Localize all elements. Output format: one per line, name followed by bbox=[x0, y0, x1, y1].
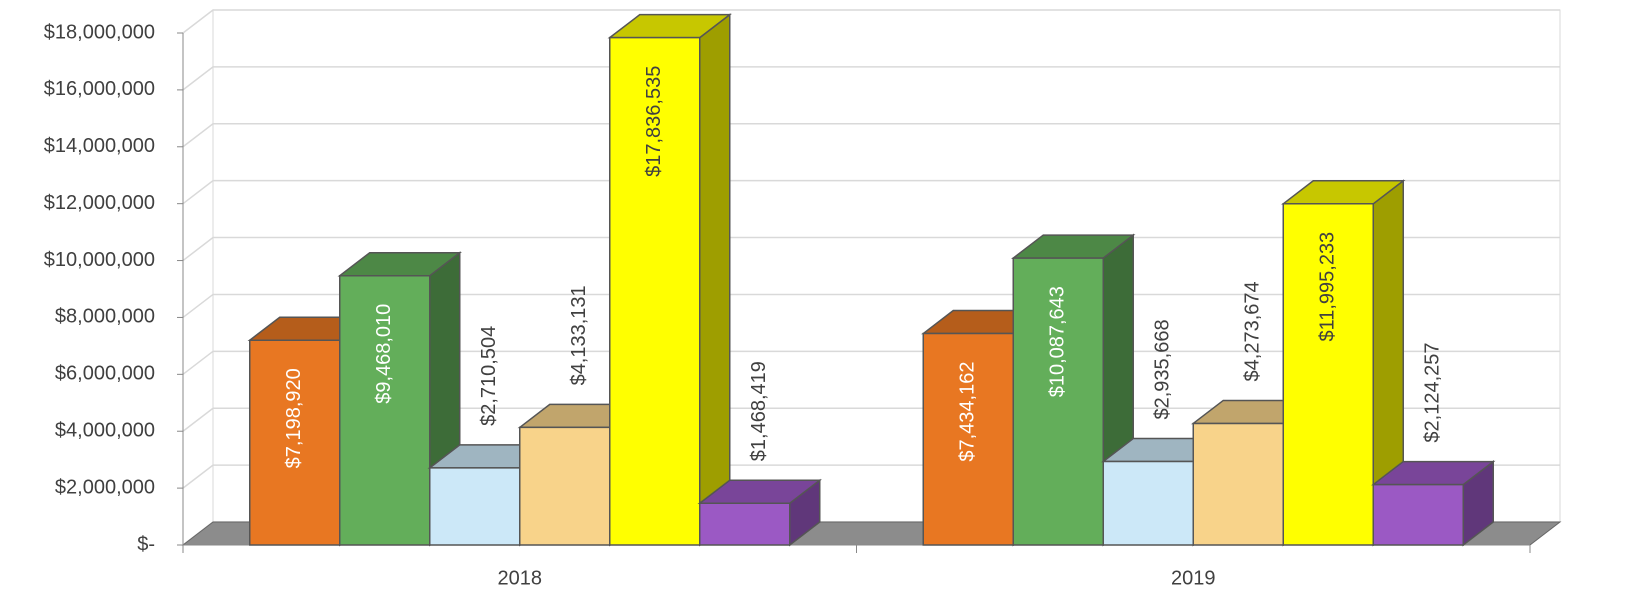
value-label: $7,434,162 bbox=[957, 362, 979, 462]
value-label: $7,198,920 bbox=[283, 368, 305, 468]
bar-front bbox=[519, 426, 611, 546]
y-tick-label: $16,000,000 bbox=[44, 78, 155, 100]
bar-front bbox=[1192, 422, 1284, 546]
grid-line bbox=[182, 9, 1560, 34]
value-label: $1,468,419 bbox=[748, 361, 770, 461]
value-label: $9,468,010 bbox=[373, 304, 395, 404]
y-tick-label: $6,000,000 bbox=[55, 363, 155, 385]
y-tick-label: $18,000,000 bbox=[44, 21, 155, 43]
bar bbox=[1371, 460, 1496, 547]
bar bbox=[607, 13, 732, 547]
value-label: $4,273,674 bbox=[1242, 281, 1264, 381]
grid-line bbox=[182, 123, 1560, 148]
bar-front bbox=[1372, 483, 1464, 546]
y-tick-label: $10,000,000 bbox=[44, 249, 155, 271]
value-label: $17,836,535 bbox=[643, 66, 665, 177]
y-tick-label: $2,000,000 bbox=[55, 476, 155, 498]
value-label: $10,087,643 bbox=[1047, 286, 1069, 397]
y-tick-label: $8,000,000 bbox=[55, 306, 155, 328]
value-label: $11,995,233 bbox=[1317, 232, 1339, 342]
value-label: $2,124,257 bbox=[1422, 342, 1444, 442]
grid-line bbox=[182, 66, 1560, 91]
bar bbox=[1281, 179, 1406, 547]
y-tick-label: $14,000,000 bbox=[44, 135, 155, 157]
x-tick-label: 2019 bbox=[1171, 567, 1216, 589]
bar-front bbox=[1102, 460, 1194, 546]
y-tick-label: $- bbox=[137, 533, 155, 555]
bar-side bbox=[699, 13, 731, 547]
bar-front bbox=[699, 502, 791, 546]
x-tick-label: 2018 bbox=[498, 567, 543, 589]
value-label: $2,935,668 bbox=[1152, 319, 1174, 419]
y-tick-label: $4,000,000 bbox=[55, 420, 155, 442]
value-label: $4,133,131 bbox=[568, 285, 590, 385]
bar bbox=[697, 478, 822, 547]
grid-line bbox=[182, 179, 1560, 205]
value-label: $2,710,504 bbox=[478, 326, 500, 426]
bar-front bbox=[429, 467, 521, 546]
y-tick-label: $12,000,000 bbox=[44, 192, 155, 214]
side-wall bbox=[182, 8, 214, 547]
